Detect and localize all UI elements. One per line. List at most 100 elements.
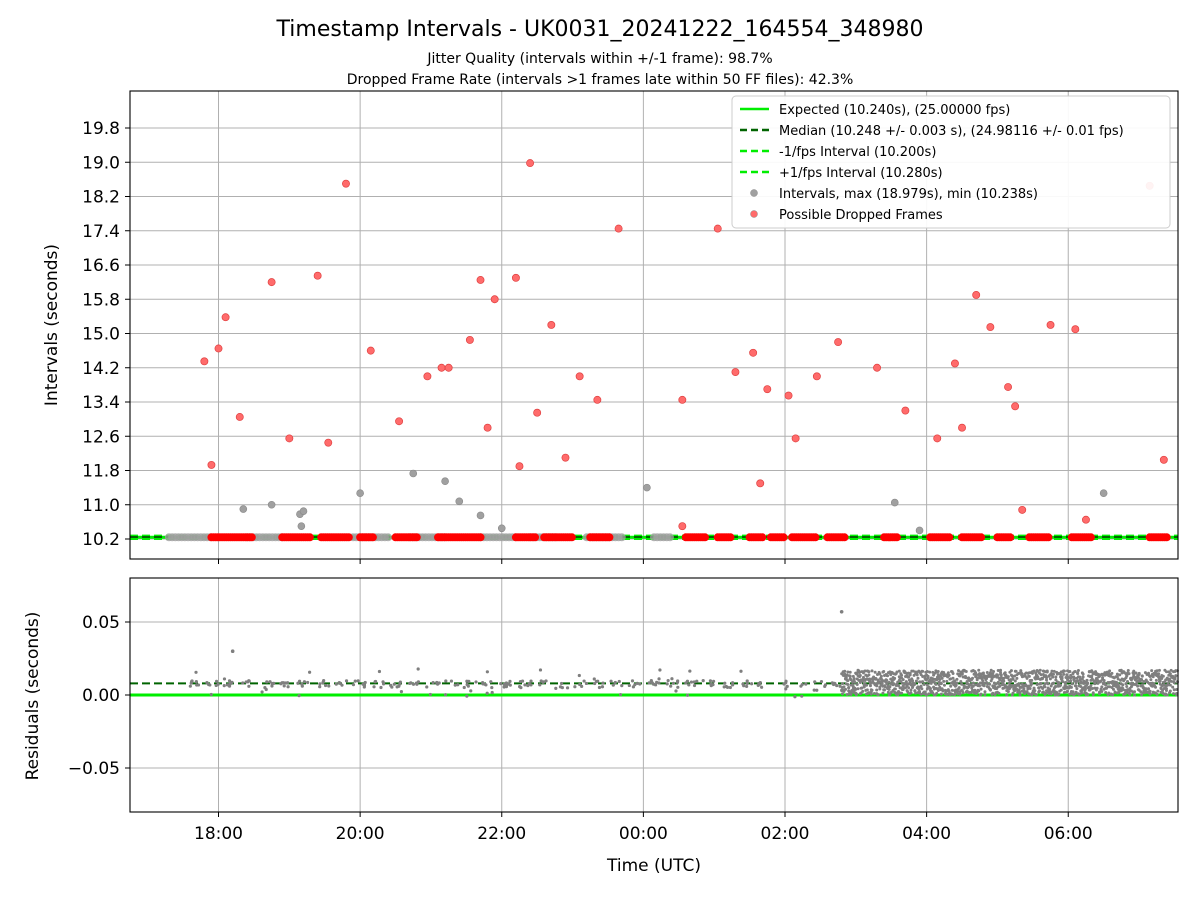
dropped-frame-point [423,372,432,381]
residual-point [955,681,959,685]
residual-point [1158,679,1162,683]
residual-point [592,677,596,681]
dropped-frame-point [1071,325,1080,334]
residual-point [520,679,525,683]
residual-point [979,687,983,691]
x-tick-label: 20:00 [336,824,385,844]
dropped-frame-point [713,224,722,233]
dropped-frame-point [1006,533,1015,542]
residual-point [1172,688,1176,692]
residual-point [745,684,749,689]
residual-point [1151,675,1155,679]
residual-point [1124,682,1128,686]
residual-point [692,680,696,684]
dropped-frame-point [811,533,820,542]
interval-point [643,483,651,492]
residual-point [573,685,577,689]
dropped-frame-point [593,395,602,404]
residual-point [921,680,925,684]
residual-point [846,670,850,674]
residual-point [835,683,839,688]
residual-point [541,680,545,684]
bottom-x-grid: 18:00 20:00 22:00 00:00 02:00 04:00 06:00 [194,578,1093,844]
residual-point [847,686,851,690]
residual-point [1157,672,1161,676]
residual-point [857,678,861,682]
dropped-frame-point [758,533,767,542]
residual-point [1045,676,1049,680]
residual-point [1073,669,1077,673]
residual-point [263,686,267,690]
top-y-tick-label: 11.0 [82,496,120,516]
dropped-frame-point [531,533,540,542]
residual-point [597,685,602,690]
interval-point [455,497,464,506]
dropped-frame-point [247,533,256,542]
residual-point [957,686,961,690]
residual-point [1057,681,1061,685]
top-y-tick-label: 17.4 [82,222,120,242]
interval-point [476,511,485,520]
residual-point [1161,674,1165,678]
residual-point [205,681,209,685]
x-tick-label: 18:00 [194,824,243,844]
residual-point [620,684,624,688]
residual-point [1140,674,1144,678]
residual-point [938,678,942,682]
residual-point [935,691,939,695]
residual-point [1071,690,1075,694]
residual-point [395,685,399,689]
residual-point [1100,689,1104,693]
dropped-frame-point [1162,533,1171,542]
residual-point [977,668,981,672]
residual-point [914,679,918,683]
residual-point [847,690,851,694]
residual-point [954,683,958,687]
residual-point [928,678,932,682]
residual-point [845,693,849,697]
residual-point [1095,686,1099,690]
residual-point [577,673,581,678]
residual-point [1150,684,1154,688]
residual-point [1076,679,1080,683]
dropped-frame-point [763,385,772,394]
dropped-frame-point [395,417,404,426]
residual-point [956,690,960,694]
residual-point [1157,668,1161,672]
residual-point [867,691,871,695]
residual-point [793,695,797,699]
residual-point [956,692,960,696]
residual-point [928,686,932,690]
residual-point [1165,693,1169,697]
legend-swatch [750,189,758,197]
residual-point [1068,670,1072,674]
bottom-panel: 0.05 0.00 −0.05 18:00 20:00 22:00 00:00 02:00 0… [23,577,1179,876]
residual-point [1125,674,1129,678]
chart-subtitle-1: Jitter Quality (intervals within +/-1 fr… [426,51,772,67]
residual-point [1080,691,1084,695]
residual-point [932,680,936,684]
residual-point [688,669,692,673]
residual-point [617,679,621,684]
residual-point [972,691,976,695]
residual-point [613,680,617,685]
residual-point [241,681,245,685]
residual-point [848,674,852,678]
residual-point [992,674,996,678]
residual-point [373,679,378,684]
residual-point [911,669,915,673]
residual-point [297,693,301,698]
residual-point [1162,686,1166,690]
residual-point [913,682,917,686]
residual-point [1081,672,1085,676]
residual-point [1046,682,1050,686]
residual-point [974,683,978,687]
dropped-frame-point [756,479,765,488]
residual-point [760,685,764,689]
residual-point [1062,669,1066,673]
residual-point [1112,684,1116,688]
residual-point [999,673,1003,677]
residual-point [975,676,979,680]
residual-point [1057,692,1061,696]
residual-point [1147,687,1151,691]
